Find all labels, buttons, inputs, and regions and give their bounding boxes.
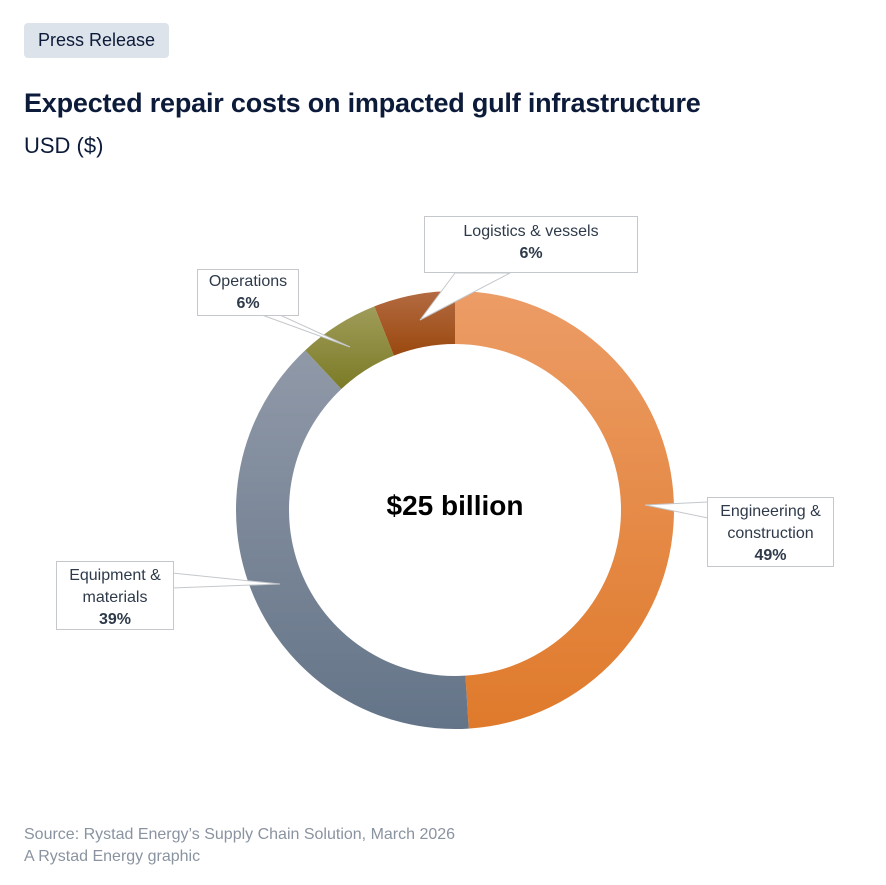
callout-label: Engineering & construction xyxy=(720,503,821,542)
credit-text: A Rystad Energy graphic xyxy=(24,848,201,865)
footer: Source: Rystad Energy’s Supply Chain Sol… xyxy=(24,824,455,868)
donut-slice-operations xyxy=(305,306,394,389)
callout-operations: Operations 6% xyxy=(197,269,299,316)
callout-value: 39% xyxy=(98,611,132,628)
callout-label: Operations xyxy=(208,273,288,290)
callout-label: Logistics & vessels xyxy=(463,223,599,240)
callout-value: 6% xyxy=(236,295,260,312)
callout-pointer-logistics xyxy=(419,272,511,321)
callout-engineering: Engineering & construction 49% xyxy=(707,497,834,567)
donut-center-total: $25 billion xyxy=(386,490,524,521)
callout-value: 49% xyxy=(754,547,787,564)
callout-label: Equipment & materials xyxy=(69,567,161,606)
chart-subtitle: USD ($) xyxy=(24,133,104,158)
press-release-badge: Press Release xyxy=(24,23,170,58)
donut-slice-equipment-materials xyxy=(235,350,469,729)
callout-equipment: Equipment & materials 39% xyxy=(56,561,174,630)
donut-slice-engineering-construction xyxy=(455,291,675,729)
source-text: Source: Rystad Energy’s Supply Chain Sol… xyxy=(24,826,456,843)
chart-title: Expected repair costs on impacted gulf i… xyxy=(24,88,701,118)
callout-value: 6% xyxy=(519,245,543,262)
callout-logistics: Logistics & vessels 6% xyxy=(424,216,638,273)
